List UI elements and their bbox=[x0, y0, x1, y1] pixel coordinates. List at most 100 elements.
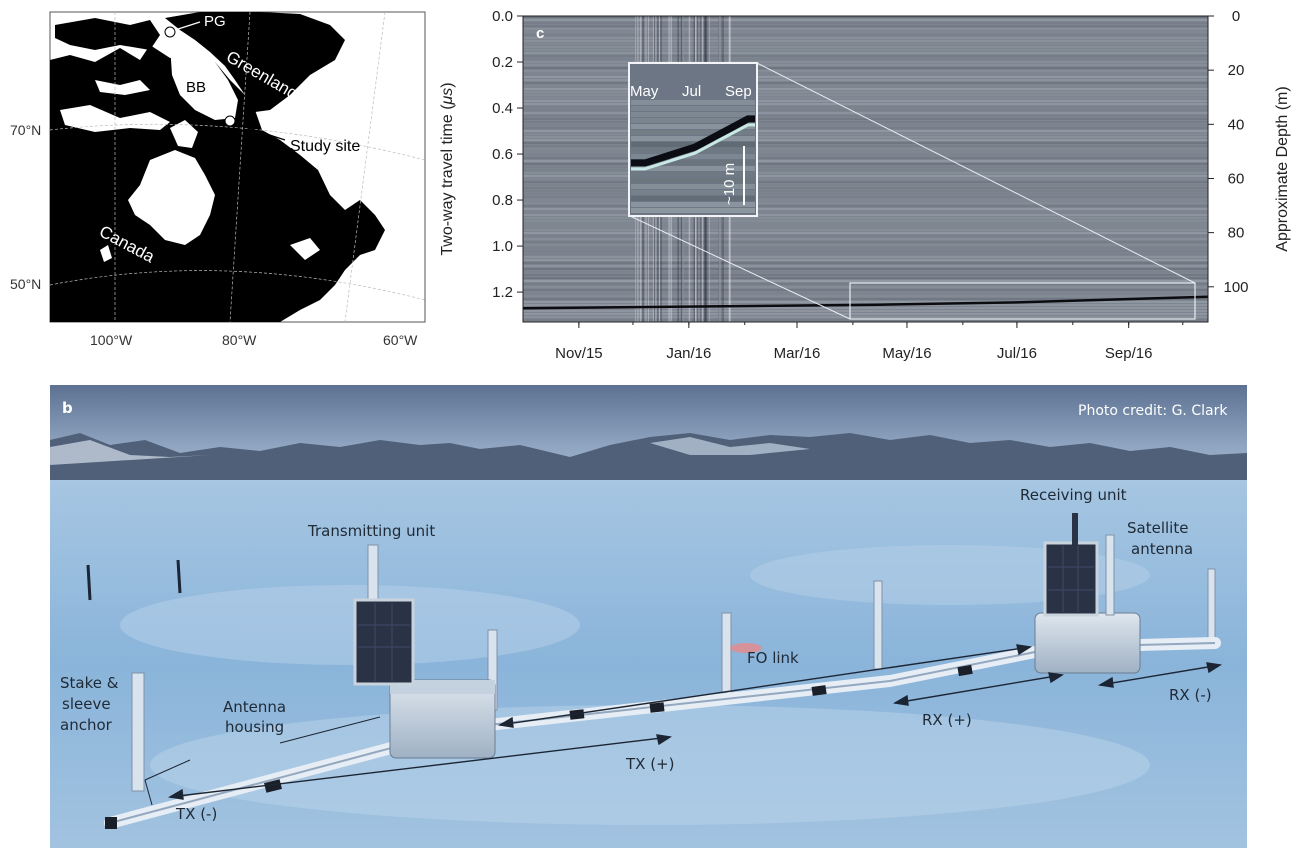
y-left-tick-label: 0.6 bbox=[492, 146, 513, 163]
arctic-islands bbox=[55, 18, 160, 50]
reflection-stripe bbox=[523, 115, 1208, 117]
stake-label-2: sleeve bbox=[62, 695, 111, 713]
y-left-tick-label: 1.2 bbox=[492, 284, 513, 301]
y-left-tick-label: 1.0 bbox=[492, 238, 513, 255]
reflection-stripe bbox=[523, 202, 1208, 204]
reflection-stripe bbox=[523, 163, 1208, 165]
baffin-bay-water bbox=[170, 45, 238, 120]
reflection-stripe bbox=[523, 106, 1208, 108]
y-axis-left-label: Two-way travel time (μs) bbox=[439, 82, 456, 255]
inset-stripe bbox=[631, 190, 755, 195]
reflection-stripe bbox=[523, 22, 1208, 24]
inset-stripe bbox=[631, 100, 755, 105]
rx-plus-label: RX (+) bbox=[922, 711, 972, 729]
antenna-housing-label-1: Antenna bbox=[223, 698, 287, 716]
receiving-unit-label: Receiving unit bbox=[1020, 486, 1127, 504]
snowy-slope bbox=[650, 437, 810, 455]
reflection-stripe bbox=[523, 28, 1208, 30]
radargram-chart: May Jul Sep ~10 m c Nov/15 Jan/16 Mar/16 Ma… bbox=[439, 8, 1291, 362]
y-right-tick-label: 60 bbox=[1228, 170, 1245, 187]
reflection-stripe bbox=[523, 160, 1208, 162]
inset-zoom: May Jul Sep ~10 m bbox=[628, 62, 758, 217]
reflection-stripe bbox=[523, 148, 1208, 150]
x-tick-label: Jul/16 bbox=[997, 345, 1037, 362]
reflection-stripe bbox=[523, 70, 1208, 72]
x-axis: Nov/15 Jan/16 Mar/16 May/16 Jul/16 Sep/16 bbox=[555, 322, 1184, 362]
reflection-stripe bbox=[523, 271, 1208, 273]
reflection-stripe bbox=[523, 220, 1208, 222]
foxe-basin bbox=[170, 120, 198, 148]
snowy-slope bbox=[50, 440, 210, 465]
reflection-stripe bbox=[523, 292, 1208, 294]
pg-label: PG bbox=[204, 13, 226, 30]
reflection-stripe bbox=[523, 235, 1208, 237]
reflection-stripe bbox=[523, 112, 1208, 114]
x-tick-label: May/16 bbox=[882, 345, 931, 362]
reflection-stripe bbox=[523, 79, 1208, 81]
graticule bbox=[50, 12, 425, 322]
reflection-stripe bbox=[523, 226, 1208, 228]
reflection-stripe bbox=[523, 166, 1208, 168]
reflection-stripe bbox=[523, 193, 1208, 195]
satellite-antenna-label-2: antenna bbox=[1131, 540, 1194, 558]
inset-stripe bbox=[631, 166, 755, 171]
lon-label-80w: 80°W bbox=[222, 332, 257, 348]
reflection-stripe bbox=[523, 223, 1208, 225]
photo-credit: Photo credit: G. Clark bbox=[1078, 403, 1228, 419]
x-tick-label: Sep/16 bbox=[1105, 345, 1153, 362]
reflection-stripe bbox=[523, 286, 1208, 288]
reflection-stripe bbox=[523, 295, 1208, 297]
y-left-tick-label: 0.2 bbox=[492, 54, 513, 71]
inset-stripe bbox=[631, 160, 755, 165]
reflection-stripe bbox=[523, 190, 1208, 192]
study-site-label: Study site bbox=[290, 138, 360, 155]
reflection-stripe bbox=[523, 19, 1208, 21]
tx-minus-label: TX (-) bbox=[176, 805, 218, 823]
rx-minus-label: RX (-) bbox=[1169, 686, 1212, 704]
reflection-stripe bbox=[523, 253, 1208, 255]
inset-stripe bbox=[631, 106, 755, 111]
reflection-stripe bbox=[523, 151, 1208, 153]
inset-stripe bbox=[631, 136, 755, 141]
panel-c-radargram: May Jul Sep ~10 m c Nov/15 Jan/16 Mar/16 Ma… bbox=[430, 0, 1297, 375]
reflection-stripe bbox=[523, 130, 1208, 132]
tx-plus-label: TX (+) bbox=[626, 755, 675, 773]
reflection-stripe bbox=[523, 103, 1208, 105]
reflection-stripe bbox=[523, 247, 1208, 249]
reflection-stripe bbox=[523, 268, 1208, 270]
pg-marker bbox=[164, 26, 176, 38]
reflection-stripe bbox=[523, 145, 1208, 147]
reflection-stripe bbox=[523, 91, 1208, 93]
y-axis-right: 0 20 40 60 80 100 bbox=[1208, 8, 1249, 296]
reflection-stripe bbox=[523, 187, 1208, 189]
reflection-stripe bbox=[523, 34, 1208, 36]
greenland-landmass bbox=[165, 12, 345, 112]
panel-a-map: a PG Greenland BB Study site Canada 70°N… bbox=[0, 0, 440, 375]
reflection-stripe bbox=[523, 94, 1208, 96]
reflection-stripe bbox=[523, 313, 1208, 315]
reflection-stripe bbox=[523, 208, 1208, 210]
inset-stripe bbox=[631, 118, 755, 123]
receiving-unit bbox=[1034, 513, 1141, 674]
reflection-stripe bbox=[523, 25, 1208, 27]
reflection-stripe bbox=[523, 280, 1208, 282]
basal-reflector-line bbox=[523, 295, 1208, 310]
inset-tick-jul: Jul bbox=[682, 83, 701, 100]
satellite-antenna-label-1: Satellite bbox=[1127, 519, 1189, 537]
archipelago-channel bbox=[95, 80, 150, 95]
reflection-stripe bbox=[523, 316, 1208, 318]
reflection-stripe bbox=[523, 256, 1208, 258]
reflection-stripe bbox=[523, 43, 1208, 45]
reflection-stripe bbox=[523, 262, 1208, 264]
reflection-stripe bbox=[523, 52, 1208, 54]
y-axis-left: 0.0 0.2 0.4 0.6 0.8 1.0 1.2 bbox=[492, 8, 523, 301]
pg-pointer bbox=[174, 21, 201, 31]
y-right-tick-label: 100 bbox=[1223, 279, 1248, 296]
reflection-stripe bbox=[523, 307, 1208, 309]
panel-c-label: c bbox=[536, 25, 544, 42]
inset-stripe bbox=[631, 124, 755, 129]
reflection-stripe bbox=[523, 157, 1208, 159]
panel-b-photo: b Photo credit: G. Clark Transmitting un… bbox=[50, 385, 1247, 848]
reflection-stripe bbox=[523, 127, 1208, 129]
reflection-stripe bbox=[523, 139, 1208, 141]
